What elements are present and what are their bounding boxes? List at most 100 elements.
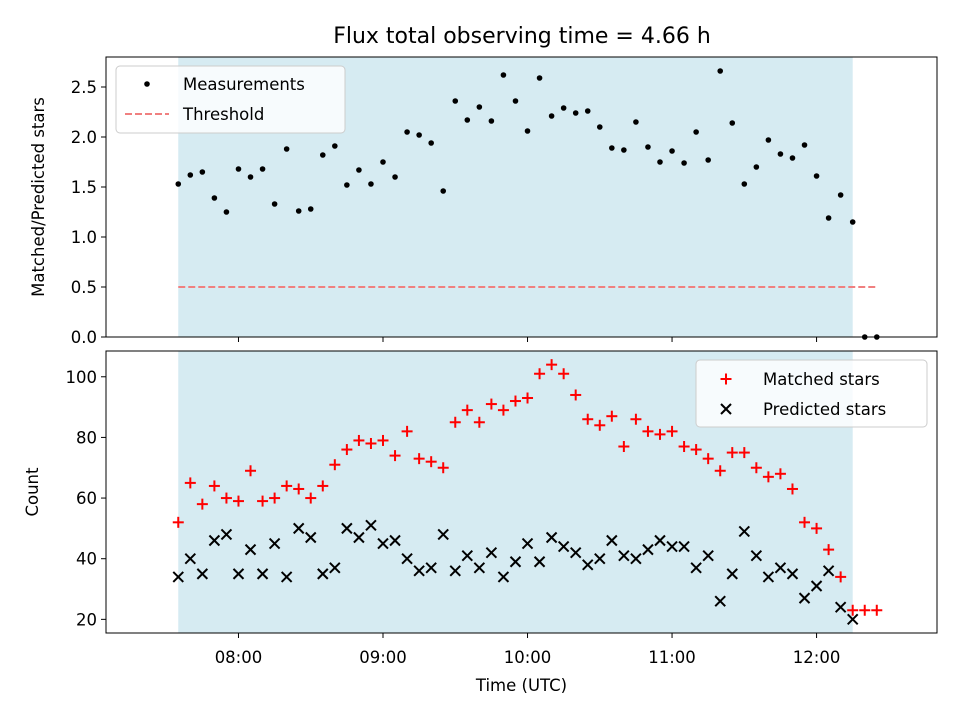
matched-star-point [401, 425, 413, 437]
top-panel: 0.0 0.5 1.0 1.5 2.0 2.5 Matched/Predicted sta… [29, 56, 938, 347]
measurement-point [789, 155, 796, 161]
bottom-legend: Matched stars Predicted stars [695, 359, 928, 428]
matched-star-point [534, 368, 546, 380]
measurement-point [717, 68, 724, 74]
marker-stroke [497, 571, 510, 583]
measurement-point [621, 147, 627, 153]
predicted-star-point [268, 537, 281, 550]
matched-star-point [690, 444, 702, 456]
marker-stroke [509, 556, 522, 568]
marker-stroke [846, 613, 859, 626]
predicted-star-point [172, 571, 184, 583]
x-tick-label: 11:00 [648, 648, 696, 667]
legend-plus-glyph [720, 373, 732, 385]
measurement-point [440, 188, 447, 194]
top-data-marks [175, 68, 880, 340]
measurement-point [488, 118, 495, 124]
measurement-point [404, 129, 410, 135]
predicted-star-point [594, 553, 606, 565]
measurement-point [368, 181, 374, 187]
marker-stroke [774, 562, 787, 574]
matched-star-point [786, 483, 798, 495]
marker-stroke [618, 549, 630, 562]
predicted-star-point [365, 519, 377, 532]
matched-star-point [799, 516, 811, 528]
marker-stroke [365, 519, 377, 532]
predicted-star-point [473, 562, 486, 574]
predicted-star-point [557, 540, 570, 553]
chart-title: Flux total observing time = 4.66 h [333, 24, 711, 49]
predicted-star-point [846, 613, 859, 626]
top-y-tick-label: 0.0 [71, 328, 97, 347]
predicted-star-point [305, 531, 317, 544]
measurement-point [500, 72, 507, 78]
measurement-point [392, 174, 398, 180]
marker-stroke [341, 522, 353, 535]
top-axis-ticks: 0.0 0.5 1.0 1.5 2.0 2.5 [71, 78, 818, 347]
predicted-star-point [184, 553, 197, 565]
matched-star-point [582, 413, 594, 425]
matched-star-point [269, 492, 281, 504]
matched-star-point [630, 413, 642, 425]
predicted-star-point [750, 549, 763, 562]
marker-stroke [401, 553, 413, 565]
marker-stroke [208, 534, 221, 547]
matched-star-point [389, 450, 401, 462]
measurement-point [223, 209, 230, 215]
marker-stroke [557, 540, 570, 553]
measurement-point [729, 120, 736, 126]
matched-star-point [172, 516, 184, 528]
marker-stroke [690, 562, 702, 574]
matched-star-point [714, 465, 726, 477]
matched-star-point [208, 480, 220, 492]
predicted-star-point [232, 568, 245, 580]
marker-stroke [606, 534, 618, 547]
matched-star-point [726, 447, 738, 459]
legend-matched-label: Matched stars [763, 370, 880, 389]
matched-star-point [413, 453, 425, 465]
bottom-y-tick-label: 100 [66, 368, 98, 387]
matched-star-point [497, 404, 509, 416]
measurement-point [512, 98, 519, 104]
predicted-star-point [822, 565, 835, 577]
measurement-point [307, 206, 314, 212]
predicted-star-point [630, 553, 642, 565]
matched-star-point [485, 398, 497, 410]
marker-stroke [521, 537, 534, 550]
matched-star-point [232, 495, 244, 507]
predicted-star-point [292, 522, 305, 535]
predicted-star-point [533, 556, 546, 568]
measurement-point [777, 151, 784, 157]
measurement-point [211, 195, 218, 201]
measurement-point [801, 142, 808, 148]
marker-stroke [545, 531, 558, 544]
bottom-y-tick-label: 80 [76, 428, 97, 447]
predicted-star-point [762, 571, 775, 583]
bottom-axis-ticks: 20 40 60 80 100 08:00 09:00 10:00 11:00 12:00 [66, 368, 841, 667]
matched-star-point [654, 428, 666, 440]
marker-stroke [720, 403, 732, 415]
measurement-point [235, 166, 242, 172]
marker-stroke [377, 537, 389, 550]
matched-star-point [281, 480, 293, 492]
measurement-point [849, 219, 856, 225]
marker-stroke [726, 568, 738, 580]
marker-stroke [280, 571, 293, 583]
measurement-point [524, 128, 531, 134]
measurement-point [199, 169, 206, 175]
marker-stroke [786, 568, 799, 580]
marker-stroke [762, 571, 775, 583]
measurement-point [332, 143, 338, 149]
predicted-star-point [377, 537, 389, 550]
top-y-tick-label: 1.5 [71, 178, 97, 197]
bottom-data-marks [172, 359, 883, 626]
marker-stroke [533, 556, 546, 568]
marker-stroke [329, 562, 341, 574]
matched-star-point [305, 492, 317, 504]
predicted-star-point [642, 543, 654, 556]
legend-measurements-label: Measurements [183, 75, 305, 94]
predicted-star-point [196, 568, 209, 580]
predicted-star-point [702, 549, 714, 562]
marker-stroke [389, 534, 401, 547]
